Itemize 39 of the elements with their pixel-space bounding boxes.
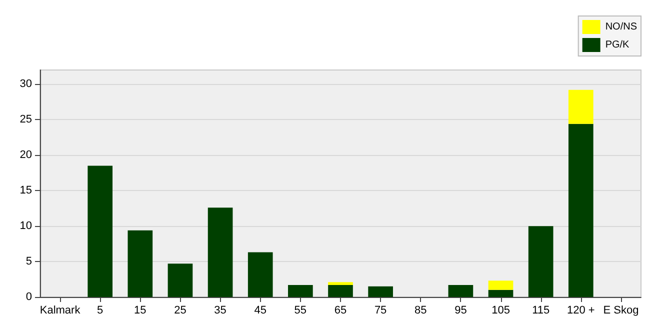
y-tick-label: 25	[20, 114, 32, 126]
x-tick-label: 65	[334, 304, 347, 316]
x-tick-label: Kalmark	[40, 304, 81, 316]
x-tick-label: 85	[414, 304, 427, 316]
x-tick-label: 5	[97, 304, 104, 316]
x-tick-label: 25	[174, 304, 186, 316]
x-tick-label: 75	[374, 304, 387, 316]
y-tick-label: 30	[20, 78, 32, 90]
bar	[568, 90, 594, 124]
bar	[328, 282, 353, 285]
bar	[248, 252, 273, 297]
bar	[168, 264, 193, 297]
bar	[208, 208, 233, 297]
bar	[288, 284, 313, 297]
x-tick-label: E Skog	[603, 304, 639, 316]
y-tick-label: 20	[20, 149, 32, 162]
y-tick-label: 5	[26, 256, 32, 268]
legend-label: NO/NS	[605, 22, 638, 32]
bar	[88, 166, 113, 297]
y-tick-label: 15	[20, 184, 32, 197]
bar	[488, 290, 514, 297]
x-tick-label: 45	[254, 304, 266, 316]
x-tick-label: 120 +	[566, 304, 595, 316]
y-tick-label: 0	[26, 291, 32, 303]
bar	[128, 230, 153, 297]
legend-label: PG/K	[605, 40, 630, 50]
bar	[528, 226, 554, 297]
x-tick-label: 55	[294, 304, 307, 316]
x-tick-label: 95	[454, 304, 467, 316]
bar	[448, 284, 474, 297]
x-tick-label: 105	[492, 304, 510, 316]
bar	[568, 124, 594, 297]
bar	[328, 284, 353, 297]
x-tick-label: 115	[532, 304, 550, 316]
x-tick-label: 15	[134, 304, 146, 316]
bar	[488, 280, 514, 290]
y-tick-label: 10	[20, 220, 32, 232]
bar	[368, 286, 393, 297]
x-tick-label: 35	[214, 304, 226, 316]
